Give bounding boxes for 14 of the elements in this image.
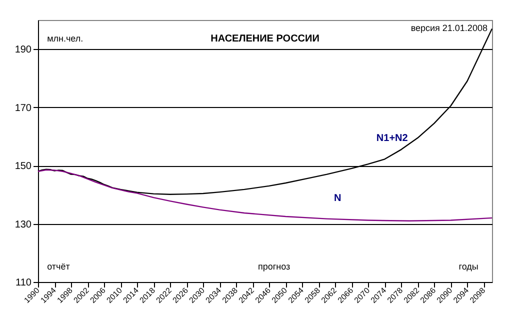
y-tick-label: 190 bbox=[14, 44, 32, 56]
text: НАСЕЛЕНИЕ РОССИИ bbox=[210, 33, 320, 44]
annotation: прогноз bbox=[258, 261, 290, 272]
y-axis-title: млн.чел. bbox=[47, 33, 84, 44]
annotation: отчёт bbox=[47, 261, 70, 272]
annotation: годы bbox=[458, 261, 478, 272]
annotation: версия 21.01.2008 bbox=[410, 22, 488, 33]
series-label: N1+N2 bbox=[376, 132, 408, 144]
y-tick-label: 110 bbox=[16, 278, 32, 288]
y-tick-label: 130 bbox=[14, 219, 32, 230]
y-tick-label: 170 bbox=[14, 102, 32, 114]
y-tick-label: 150 bbox=[14, 161, 32, 172]
line-series bbox=[37, 169, 493, 222]
series-label: N bbox=[334, 193, 342, 204]
